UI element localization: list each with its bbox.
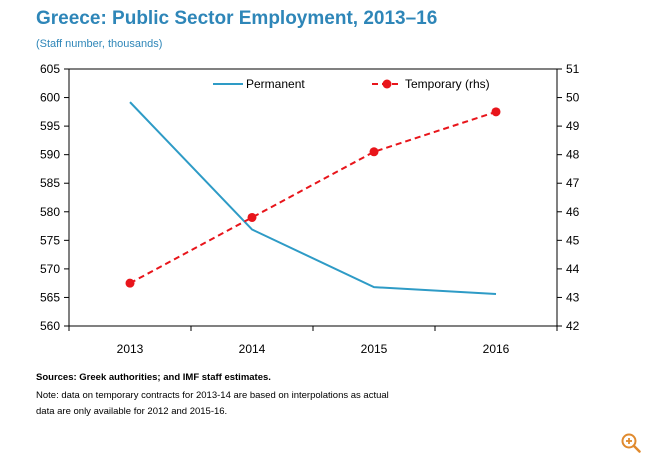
y-right-tick-label: 46	[566, 205, 580, 219]
y-right-tick-label: 48	[566, 148, 580, 162]
plot-frame	[68, 68, 558, 327]
legend-temporary-label: Temporary (rhs)	[405, 77, 490, 91]
temporary-point	[369, 147, 379, 157]
y-left-tick-label: 565	[40, 290, 60, 304]
permanent-series-line	[129, 101, 497, 296]
y-right-tick-label: 49	[566, 119, 580, 133]
y-left-tick-label: 600	[40, 91, 60, 105]
y-left-tick-label: 560	[40, 319, 60, 333]
sources-note: Sources: Greek authorities; and IMF staf…	[36, 372, 271, 383]
temporary-point	[125, 278, 135, 288]
line-chart: 560 565 570 575 580 585 590 595 600 605 42 43 44 45 46…	[40, 62, 580, 356]
y-right-tick-label: 43	[566, 290, 580, 304]
chart-subtitle: (Staff number, thousands)	[36, 38, 163, 50]
y-left-tick-label: 605	[40, 62, 60, 76]
x-tick-label: 2013	[117, 342, 144, 356]
temporary-point	[491, 107, 501, 117]
zoom-in-icon	[621, 433, 641, 453]
x-tick-label: 2015	[361, 342, 388, 356]
y-left-tick-label: 580	[40, 205, 60, 219]
y-right-tick-label: 47	[566, 176, 580, 190]
y-right-tick-label: 44	[566, 262, 580, 276]
y-left-tick-label: 590	[40, 148, 60, 162]
temporary-series-line	[129, 110, 497, 285]
zoom-in-button[interactable]	[620, 432, 642, 454]
temporary-point	[247, 212, 257, 222]
note-line-1: Note: data on temporary contracts for 20…	[36, 390, 389, 401]
x-tick-label: 2014	[239, 342, 266, 356]
y-right-tick-label: 42	[566, 319, 580, 333]
y-right-tick-label: 51	[566, 62, 580, 76]
y-right-tick-label: 45	[566, 233, 580, 247]
y-right-tick-label: 50	[566, 91, 580, 105]
chart-title: Greece: Public Sector Employment, 2013–1…	[36, 8, 438, 29]
y-left-tick-label: 570	[40, 262, 60, 276]
x-tick-label: 2016	[483, 342, 510, 356]
y-left-tick-label: 585	[40, 176, 60, 190]
y-left-tick-label: 575	[40, 233, 60, 247]
note-line-2: data are only available for 2012 and 201…	[36, 406, 228, 417]
legend-temporary-marker	[382, 79, 392, 89]
legend-permanent-label: Permanent	[246, 77, 305, 91]
y-left-tick-label: 595	[40, 119, 60, 133]
